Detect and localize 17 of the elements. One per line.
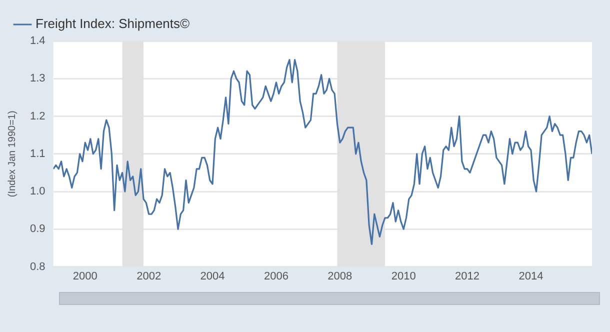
x-tick-label: 2000 bbox=[72, 270, 98, 282]
y-axis-title: (Index Jan 1990=1) bbox=[6, 110, 18, 198]
x-tick-label: 2004 bbox=[200, 270, 225, 282]
y-tick-label: 1.4 bbox=[30, 35, 46, 48]
x-tick-label: 2014 bbox=[518, 270, 544, 282]
x-tick-label: 2008 bbox=[328, 270, 352, 282]
y-tick-label: 1.1 bbox=[30, 148, 46, 160]
y-tick-label: 0.8 bbox=[30, 260, 46, 273]
x-tick-label: 2002 bbox=[136, 270, 162, 282]
y-tick-label: 1.0 bbox=[30, 186, 46, 198]
x-tick-label: 2012 bbox=[455, 270, 480, 282]
legend-label: Freight Index: Shipments© bbox=[36, 16, 190, 32]
x-tick-label: 2010 bbox=[391, 270, 416, 282]
y-tick-label: 1.2 bbox=[30, 110, 46, 122]
y-tick-label: 1.3 bbox=[30, 72, 46, 85]
y-tick-label: 0.9 bbox=[30, 223, 46, 236]
x-tick-label: 2006 bbox=[264, 270, 288, 282]
